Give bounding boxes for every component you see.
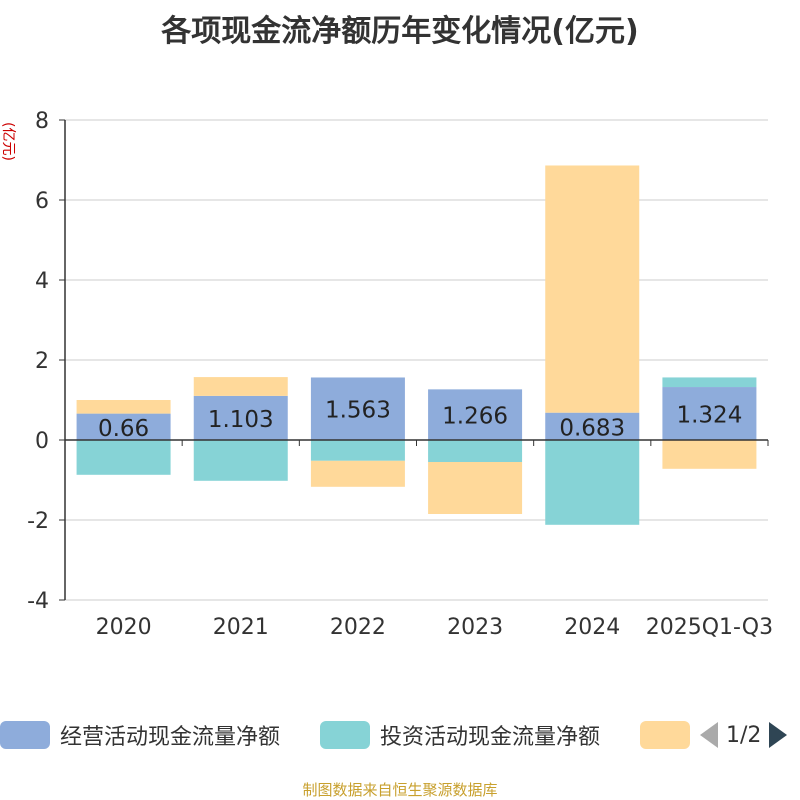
bar-financing bbox=[428, 462, 523, 514]
x-tick-label: 2022 bbox=[330, 615, 386, 640]
bar-operating bbox=[662, 387, 757, 440]
bar-operating bbox=[193, 395, 288, 440]
x-tick-label: 2020 bbox=[96, 615, 152, 640]
y-tick-label: 6 bbox=[35, 189, 49, 214]
source-note: 制图数据来自恒生聚源数据库 bbox=[302, 781, 498, 799]
data-label: 1.103 bbox=[208, 407, 274, 433]
x-tick-label: 2024 bbox=[564, 615, 620, 640]
data-label: 1.324 bbox=[676, 403, 742, 429]
data-label: 1.563 bbox=[325, 398, 391, 424]
data-label: 0.683 bbox=[559, 415, 625, 441]
y-axis-label: (亿元) bbox=[0, 122, 16, 161]
bar-operating bbox=[428, 389, 523, 440]
chart-title: 各项现金流净额历年变化情况(亿元) bbox=[161, 14, 639, 49]
bar-investing bbox=[310, 440, 405, 461]
y-tick-label: 2 bbox=[35, 349, 49, 374]
y-tick-label: -2 bbox=[27, 509, 49, 534]
y-tick-label: 8 bbox=[35, 109, 49, 134]
data-label: 0.66 bbox=[98, 416, 149, 442]
legend-next-page-icon[interactable] bbox=[769, 722, 788, 748]
y-tick-label: 4 bbox=[35, 269, 49, 294]
x-tick-label: 2025Q1-Q3 bbox=[646, 615, 773, 640]
legend-item-financing[interactable] bbox=[640, 718, 700, 752]
legend-item-investing[interactable]: 投资活动现金流量净额 bbox=[320, 718, 600, 752]
y-tick-label: -4 bbox=[27, 589, 49, 614]
legend-page-indicator: 1/2 bbox=[726, 722, 762, 748]
legend-label-investing: 投资活动现金流量净额 bbox=[380, 725, 601, 750]
bar-financing bbox=[76, 400, 171, 414]
bar-operating bbox=[76, 413, 171, 440]
bar-operating bbox=[545, 412, 640, 440]
legend-swatch-financing bbox=[640, 721, 690, 749]
bar-investing bbox=[545, 440, 640, 525]
legend-swatch-investing bbox=[320, 721, 370, 749]
bar-operating bbox=[310, 377, 405, 440]
bar-financing bbox=[193, 377, 288, 396]
y-tick-label: 0 bbox=[35, 429, 49, 454]
legend-pager: 1/2 bbox=[700, 718, 788, 752]
bar-financing bbox=[310, 460, 405, 487]
bar-investing bbox=[76, 440, 171, 475]
bar-investing bbox=[662, 377, 757, 388]
bar-financing bbox=[545, 165, 640, 413]
legend-item-operating[interactable]: 经营活动现金流量净额 bbox=[0, 718, 280, 752]
bar-investing bbox=[428, 440, 523, 462]
legend-swatch-operating bbox=[0, 721, 50, 749]
bar-investing bbox=[193, 440, 288, 481]
legend-label-operating: 经营活动现金流量净额 bbox=[60, 725, 281, 750]
bar-financing bbox=[662, 440, 757, 469]
x-tick-label: 2021 bbox=[213, 615, 269, 640]
legend-prev-page-icon[interactable] bbox=[700, 722, 718, 748]
data-label: 1.266 bbox=[442, 404, 508, 430]
x-tick-label: 2023 bbox=[447, 615, 503, 640]
